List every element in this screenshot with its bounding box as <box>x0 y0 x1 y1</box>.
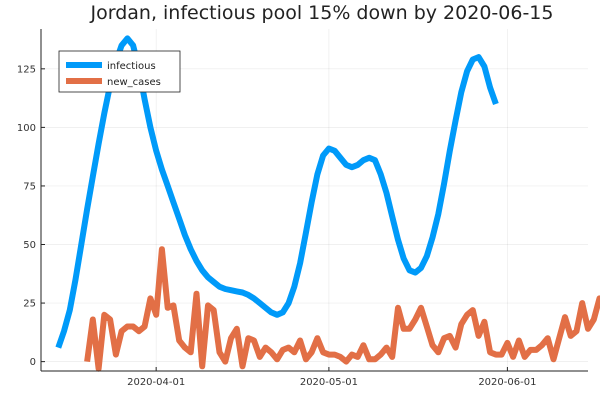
y-tick-label: 0 <box>30 357 36 368</box>
x-tick-label: 2020-04-01 <box>127 377 185 388</box>
axes <box>40 29 588 372</box>
y-tick-label: 75 <box>23 181 36 192</box>
series-layer <box>55 35 600 372</box>
y-tick-label: 125 <box>17 64 36 75</box>
y-tick-label: 100 <box>17 123 36 134</box>
y-tick-label: 25 <box>23 299 36 310</box>
y-tick-label: 50 <box>23 240 36 251</box>
legend-label-new-cases: new_cases <box>107 77 161 88</box>
legend: infectious new_cases <box>58 50 181 93</box>
series-line-new-cases <box>84 246 600 372</box>
legend-box <box>58 50 181 93</box>
x-tick-label: 2020-06-01 <box>478 377 536 388</box>
chart-title: Jordan, infectious pool 15% down by 2020… <box>90 2 554 24</box>
series-line-infectious <box>55 35 499 349</box>
ticks: 0 25 50 75 100 125 2020-04-01 2020-05-01 2020-06… <box>17 64 537 388</box>
x-tick-label: 2020-05-01 <box>300 377 358 388</box>
legend-label-infectious: infectious <box>107 61 156 72</box>
